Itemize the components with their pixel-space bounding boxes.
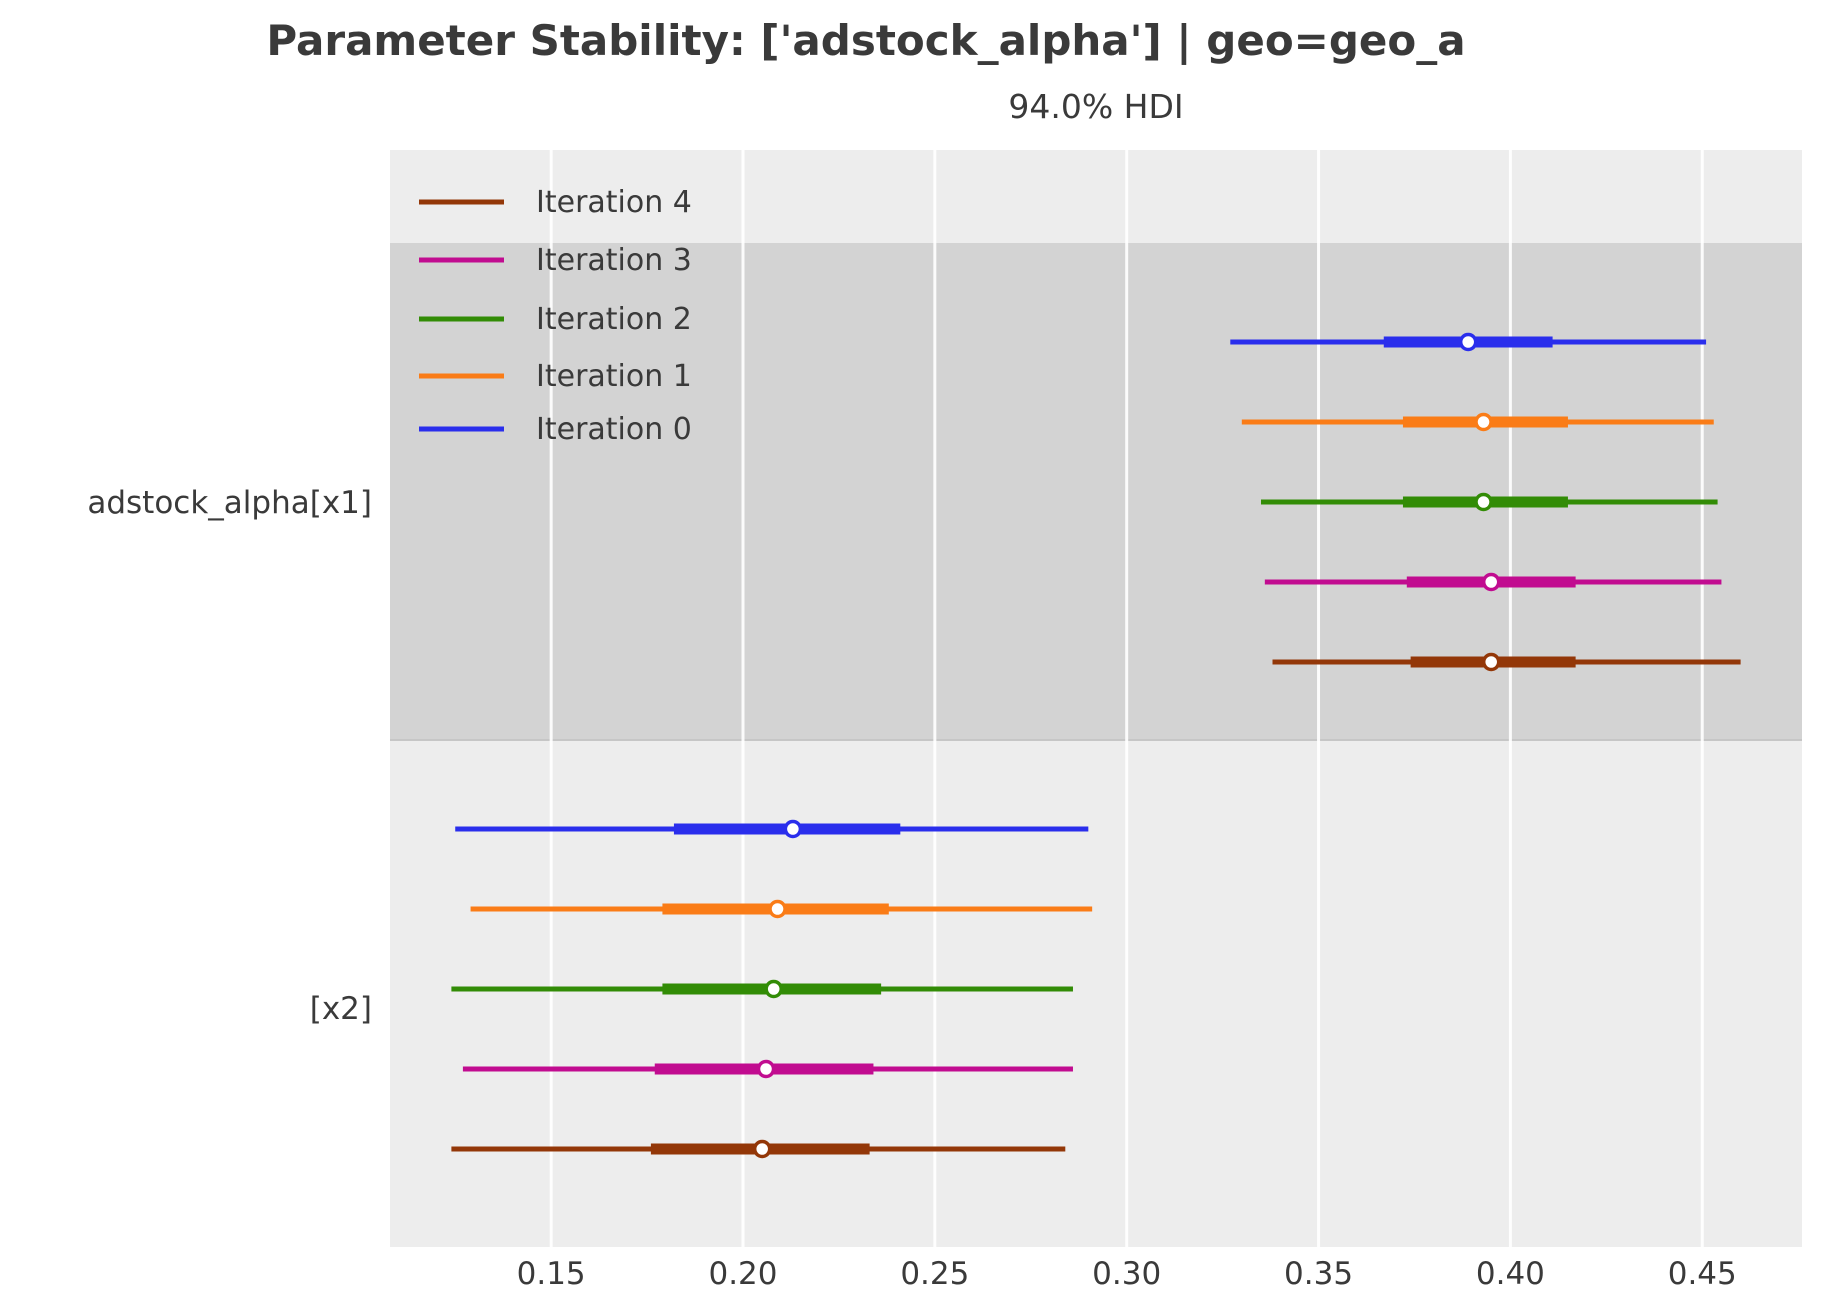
x-tick-label: 0.20 bbox=[708, 1256, 777, 1292]
legend-item: Iteration 3 bbox=[419, 243, 692, 278]
axis-layer: 0.15 0.20 0.25 0.30 0.35 0.40 0.45 adstock_alph… bbox=[87, 485, 1736, 1292]
x-tick-label: 0.15 bbox=[517, 1256, 586, 1292]
x-tick-label: 0.25 bbox=[900, 1256, 969, 1292]
median-marker bbox=[1474, 492, 1493, 512]
chart-subtitle: 94.0% HDI bbox=[1008, 87, 1183, 126]
legend: Iteration 4 Iteration 3 Iteration 2 Iterati… bbox=[419, 185, 692, 447]
median-marker bbox=[1458, 332, 1478, 352]
legend-label: Iteration 4 bbox=[536, 185, 692, 220]
legend-label: Iteration 0 bbox=[536, 412, 692, 447]
grid-layer bbox=[549, 150, 1704, 1247]
legend-item: Iteration 0 bbox=[419, 412, 692, 447]
legend-label: Iteration 1 bbox=[536, 359, 692, 394]
median-marker bbox=[768, 899, 787, 919]
x-tick-label: 0.40 bbox=[1476, 1256, 1545, 1292]
legend-item: Iteration 1 bbox=[419, 359, 692, 394]
median-marker bbox=[1481, 652, 1501, 672]
y-group-label: [x2] bbox=[310, 991, 372, 1027]
median-marker bbox=[764, 979, 783, 999]
x-tick-label: 0.45 bbox=[1668, 1256, 1737, 1292]
legend-item: Iteration 4 bbox=[419, 185, 692, 220]
legend-label: Iteration 2 bbox=[536, 302, 692, 337]
median-marker bbox=[756, 1059, 776, 1079]
legend-item: Iteration 2 bbox=[419, 302, 692, 337]
median-marker bbox=[752, 1139, 772, 1159]
median-marker bbox=[1481, 572, 1501, 592]
chart-title: Parameter Stability: ['adstock_alpha'] |… bbox=[266, 16, 1465, 65]
y-group-label: adstock_alpha[x1] bbox=[87, 485, 372, 521]
x-tick-label: 0.30 bbox=[1092, 1256, 1161, 1292]
plot-background-layer bbox=[390, 150, 1802, 1247]
data-layer bbox=[451, 332, 1741, 1159]
median-marker bbox=[1474, 412, 1493, 432]
x-tick-label: 0.35 bbox=[1284, 1256, 1353, 1292]
legend-label: Iteration 3 bbox=[536, 243, 692, 278]
median-marker bbox=[783, 819, 803, 839]
